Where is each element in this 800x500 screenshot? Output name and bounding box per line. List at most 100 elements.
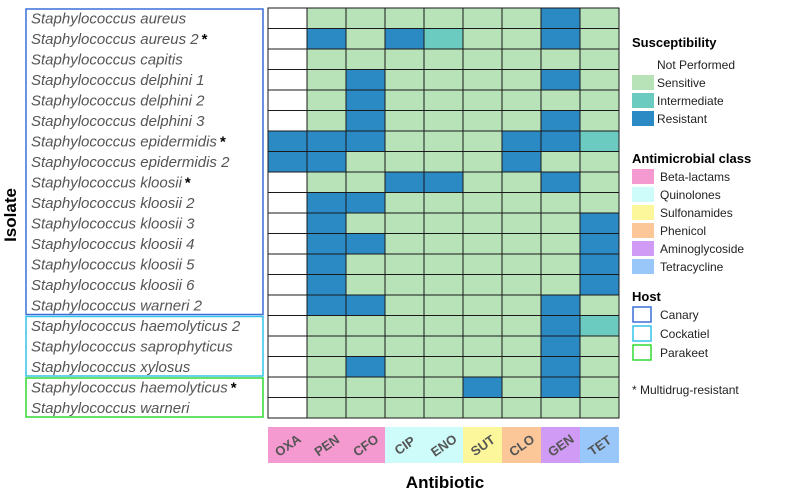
heatmap-cell-staphylococcus-warneri-2-clo [501,294,542,316]
heatmap-cell-staphylococcus-delphini-1-cip [384,69,425,91]
heatmap-cell-staphylococcus-saprophyticus-clo [501,335,542,357]
heatmap-cell-staphylococcus-haemolyticus-2-clo [501,315,542,337]
heatmap-cell-staphylococcus-haemolyticus-pen [306,376,347,398]
heatmap-cell-staphylococcus-delphini-3-clo [501,110,542,132]
heatmap-cell-staphylococcus-delphini-3-cip [384,110,425,132]
isolate-label-staphylococcus-kloosii-6: Staphylococcus kloosii 6 [31,277,195,294]
isolate-label-staphylococcus-kloosii-3: Staphylococcus kloosii 3 [31,215,195,232]
heatmap-cell-staphylococcus-kloosii-3-gen [540,212,581,234]
heatmap-cell-staphylococcus-kloosii-5-oxa [267,253,308,275]
heatmap-cell-staphylococcus-aureus-oxa [267,7,308,29]
isolate-label-staphylococcus-delphini-1: Staphylococcus delphini 1 [31,72,204,89]
heatmap-cell-staphylococcus-kloosii-6-clo [501,274,542,296]
heatmap-cell-staphylococcus-warneri-cfo [345,397,386,419]
heatmap-cell-staphylococcus-delphini-2-eno [423,89,464,111]
heatmap-cell-staphylococcus-epidermidis-eno [423,130,464,152]
heatmap-cell-staphylococcus-saprophyticus-gen [540,335,581,357]
heatmap-cell-staphylococcus-epidermidis-2-tet [579,151,620,173]
heatmap-cell-staphylococcus-haemolyticus-2-gen [540,315,581,337]
legend-label-quinolones: Quinolones [660,188,721,202]
heatmap-cell-staphylococcus-xylosus-cip [384,356,425,378]
isolate-label-staphylococcus-delphini-2: Staphylococcus delphini 2 [31,92,205,109]
heatmap-cell-staphylococcus-saprophyticus-pen [306,335,347,357]
heatmap-cell-staphylococcus-aureus-2-pen [306,28,347,50]
heatmap-cell-staphylococcus-kloosii-3-cip [384,212,425,234]
heatmap-cell-staphylococcus-kloosii-4-pen [306,233,347,255]
legend-label-not-performed: Not Performed [657,58,735,72]
heatmap-cell-staphylococcus-kloosii-sut [462,171,503,193]
heatmap-cell-staphylococcus-delphini-3-oxa [267,110,308,132]
legend-swatch-phenicol [632,223,654,238]
heatmap-cell-staphylococcus-kloosii-3-oxa [267,212,308,234]
isolate-label-staphylococcus-xylosus: Staphylococcus xylosus [31,359,191,376]
legend-swatch-sulfonamides [632,205,654,220]
heatmap-cell-staphylococcus-epidermidis-2-oxa [267,151,308,173]
isolate-label-staphylococcus-epidermidis-2: Staphylococcus epidermidis 2 [31,154,230,171]
heatmap-cell-staphylococcus-warneri-gen [540,397,581,419]
heatmap-cell-staphylococcus-delphini-2-clo [501,89,542,111]
isolate-label-staphylococcus-kloosii-4: Staphylococcus kloosii 4 [31,236,194,253]
heatmap-cell-staphylococcus-epidermidis-2-gen [540,151,581,173]
heatmap-cell-staphylococcus-kloosii-4-eno [423,233,464,255]
heatmap-cell-staphylococcus-kloosii-4-clo [501,233,542,255]
heatmap-cell-staphylococcus-delphini-1-sut [462,69,503,91]
heatmap-cell-staphylococcus-kloosii-2-tet [579,192,620,214]
heatmap-cell-staphylococcus-warneri-tet [579,397,620,419]
mdr-marker: * [202,31,208,48]
heatmap-cell-staphylococcus-capitis-pen [306,48,347,70]
class-strip-clo [502,427,541,463]
legend-label-aminoglycoside: Aminoglycoside [660,242,744,256]
legend-swatch-resistant [632,111,654,126]
heatmap-cell-staphylococcus-epidermidis-gen [540,130,581,152]
heatmap-cell-staphylococcus-kloosii-6-cfo [345,274,386,296]
mdr-marker: * [220,133,226,150]
heatmap-cell-staphylococcus-delphini-2-cip [384,89,425,111]
legend-swatch-tetracycline [632,259,654,274]
x-axis-title: Antibiotic [406,473,484,492]
heatmap-cell-staphylococcus-haemolyticus-sut [462,376,503,398]
heatmap-cell-staphylococcus-warneri-eno [423,397,464,419]
legend-swatch-intermediate [632,93,654,108]
legend-host-title: Host [632,289,662,304]
heatmap-cell-staphylococcus-kloosii-2-cfo [345,192,386,214]
heatmap-cell-staphylococcus-aureus-2-cfo [345,28,386,50]
heatmap-cell-staphylococcus-kloosii-2-pen [306,192,347,214]
class-strip-tet [580,427,619,463]
legend-class-title: Antimicrobial class [632,151,751,166]
legend-label-canary: Canary [660,308,699,322]
isolate-label-staphylococcus-aureus-2: Staphylococcus aureus 2 [31,31,199,48]
heatmap-cell-staphylococcus-haemolyticus-oxa [267,376,308,398]
heatmap-cell-staphylococcus-saprophyticus-eno [423,335,464,357]
heatmap-cell-staphylococcus-aureus-pen [306,7,347,29]
heatmap-cell-staphylococcus-xylosus-pen [306,356,347,378]
heatmap-cell-staphylococcus-epidermidis-2-cip [384,151,425,173]
heatmap-cell-staphylococcus-epidermidis-cip [384,130,425,152]
isolate-label-staphylococcus-epidermidis: Staphylococcus epidermidis [31,133,217,150]
isolate-label-staphylococcus-warneri-2: Staphylococcus warneri 2 [31,297,203,314]
heatmap-cell-staphylococcus-capitis-sut [462,48,503,70]
antimicrobial-class-strip: OXA PEN CFO CIP ENO SUT CLO GEN TET [268,427,619,463]
y-axis-title: Isolate [1,188,20,242]
heatmap-cell-staphylococcus-epidermidis-pen [306,130,347,152]
host-box-cockatiel [25,315,264,377]
heatmap-cell-staphylococcus-kloosii-eno [423,171,464,193]
isolate-label-staphylococcus-kloosii-2: Staphylococcus kloosii 2 [31,195,195,212]
heatmap-cell-staphylococcus-kloosii-6-eno [423,274,464,296]
heatmap-cell-staphylococcus-kloosii-2-oxa [267,192,308,214]
heatmap-cell-staphylococcus-warneri-cip [384,397,425,419]
isolate-label-staphylococcus-haemolyticus-2: Staphylococcus haemolyticus 2 [31,318,241,335]
isolate-label-staphylococcus-capitis: Staphylococcus capitis [31,51,183,68]
isolate-label-staphylococcus-kloosii: Staphylococcus kloosii [31,174,183,191]
heatmap-cell-staphylococcus-aureus-cfo [345,7,386,29]
legend-swatch-beta-lactams [632,169,654,184]
heatmap-cell-staphylococcus-epidermidis-sut [462,130,503,152]
heatmap-cell-staphylococcus-kloosii-clo [501,171,542,193]
heatmap-cell-staphylococcus-warneri-2-cfo [345,294,386,316]
heatmap-cell-staphylococcus-aureus-cip [384,7,425,29]
heatmap-cell-staphylococcus-saprophyticus-cfo [345,335,386,357]
heatmap-cell-staphylococcus-kloosii-4-gen [540,233,581,255]
heatmap-cell-staphylococcus-haemolyticus-2-tet [579,315,620,337]
heatmap-cell-staphylococcus-aureus-2-eno [423,28,464,50]
heatmap-cell-staphylococcus-capitis-gen [540,48,581,70]
heatmap-cell-staphylococcus-xylosus-sut [462,356,503,378]
